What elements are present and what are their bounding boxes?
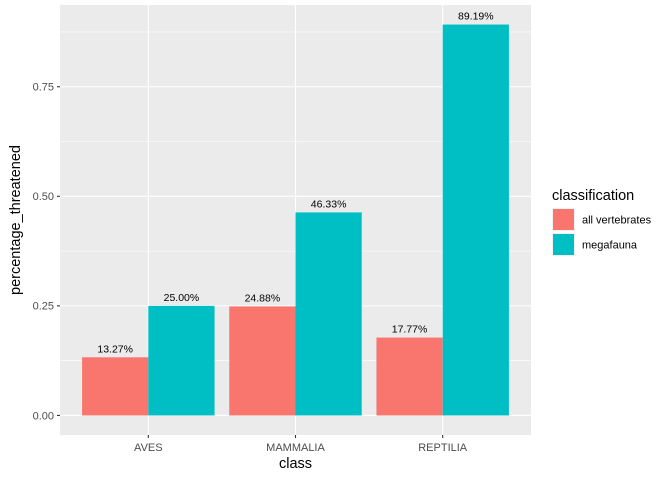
y-axis-title: percentage_threatened xyxy=(8,145,24,295)
legend: classification all vertebrates megafauna xyxy=(552,188,652,256)
bar-value-label: 46.33% xyxy=(311,198,347,210)
x-tick-label: REPTILIA xyxy=(418,442,468,454)
bar-value-label: 24.88% xyxy=(245,292,281,304)
legend-title: classification xyxy=(552,188,634,204)
bar-value-label: 25.00% xyxy=(164,292,200,304)
y-axis: 0.00 0.25 0.50 0.75 xyxy=(33,82,60,422)
bar xyxy=(148,305,215,416)
bar xyxy=(295,212,362,416)
bar xyxy=(82,357,149,416)
legend-label: all vertebrates xyxy=(582,215,652,227)
y-tick-label: 0.25 xyxy=(33,301,54,313)
bar-value-labels: 13.27% 24.88% 17.77% 25.00% 46.33% 89.19% xyxy=(97,11,493,356)
legend-swatch xyxy=(553,234,574,255)
y-tick-label: 0.00 xyxy=(33,410,54,422)
bar xyxy=(229,306,296,416)
bar xyxy=(442,24,509,416)
bar-value-label: 17.77% xyxy=(392,324,428,336)
y-tick-label: 0.75 xyxy=(33,82,54,94)
x-axis-title: class xyxy=(279,456,312,472)
x-tick-label: AVES xyxy=(134,442,163,454)
y-tick-label: 0.50 xyxy=(33,191,54,203)
legend-label: megafauna xyxy=(582,240,638,252)
bar-value-label: 13.27% xyxy=(97,343,133,355)
x-axis: AVES MAMMALIA REPTILIA xyxy=(134,435,468,454)
legend-swatch xyxy=(553,209,574,230)
legend-items: all vertebrates megafauna xyxy=(552,208,652,256)
bars xyxy=(82,24,509,416)
x-tick-label: MAMMALIA xyxy=(266,442,325,454)
bar xyxy=(376,337,443,416)
bar-value-label: 89.19% xyxy=(458,11,494,23)
